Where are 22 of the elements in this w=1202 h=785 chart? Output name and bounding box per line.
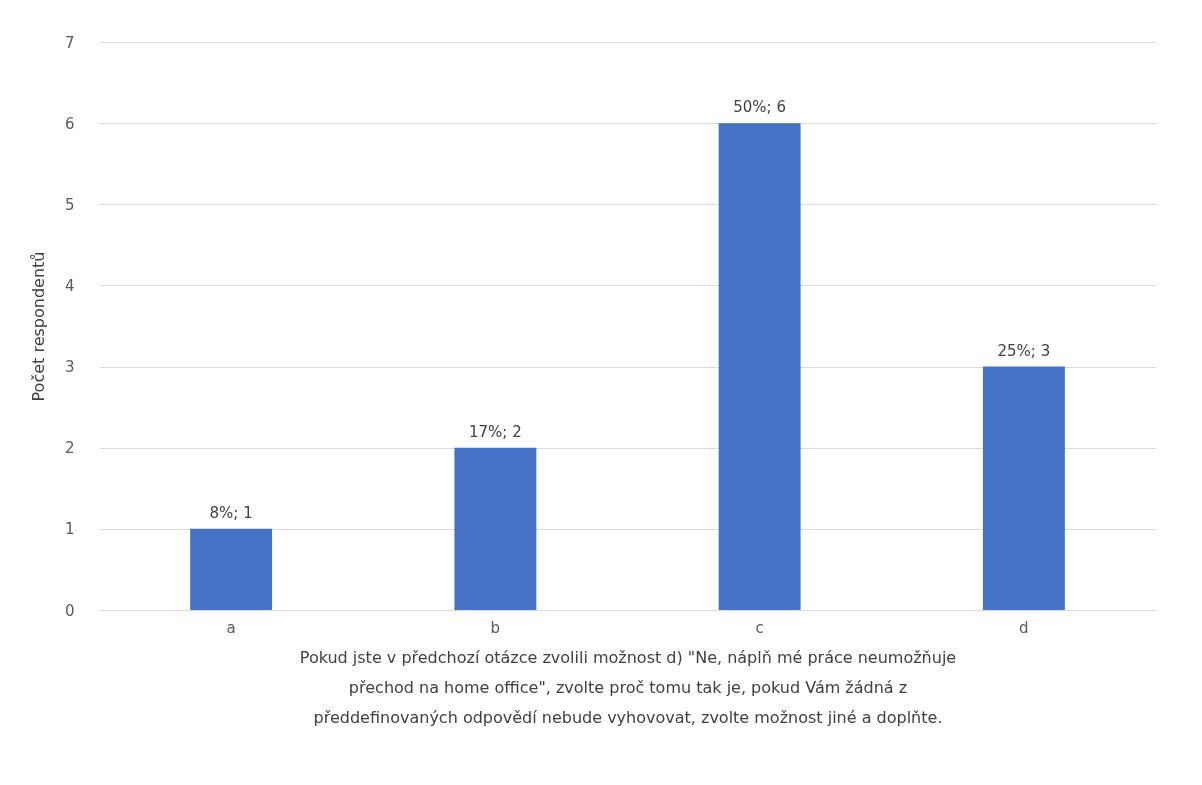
x-tick-label: a bbox=[226, 618, 236, 637]
y-tick-label: 0 bbox=[64, 601, 75, 620]
bar bbox=[982, 366, 1065, 610]
y-tick-label: 2 bbox=[64, 439, 75, 458]
data-label: 25%; 3 bbox=[997, 341, 1051, 360]
data-label: 17%; 2 bbox=[469, 422, 522, 441]
y-tick-label: 6 bbox=[64, 114, 75, 133]
y-tick-label: 4 bbox=[64, 276, 75, 295]
x-tick-label: b bbox=[490, 618, 501, 637]
y-axis-title: Počet respondentů bbox=[28, 251, 48, 402]
x-axis-title: Pokud jste v předchozí otázce zvolili možnost d) "Ne, náplň mé práce neumožňuje přechod na home office", zvolte proč tomu tak je, pokud Vám žádná z předdefinovaných odpovědí nebude vyhovovat, zvolte možnost jiné a doplňte. bbox=[299, 647, 957, 727]
data-label: 50%; 6 bbox=[733, 98, 786, 117]
bar bbox=[190, 528, 273, 610]
y-tick-label: 1 bbox=[64, 520, 75, 539]
data-label: 8%; 1 bbox=[209, 503, 253, 522]
x-tick-label: d bbox=[1019, 618, 1029, 637]
y-tick-label: 3 bbox=[64, 358, 75, 377]
x-tick-label: c bbox=[755, 618, 764, 637]
bar bbox=[454, 447, 537, 610]
y-tick-label: 5 bbox=[64, 195, 75, 214]
bar bbox=[718, 123, 801, 610]
y-tick-label: 7 bbox=[64, 33, 75, 52]
